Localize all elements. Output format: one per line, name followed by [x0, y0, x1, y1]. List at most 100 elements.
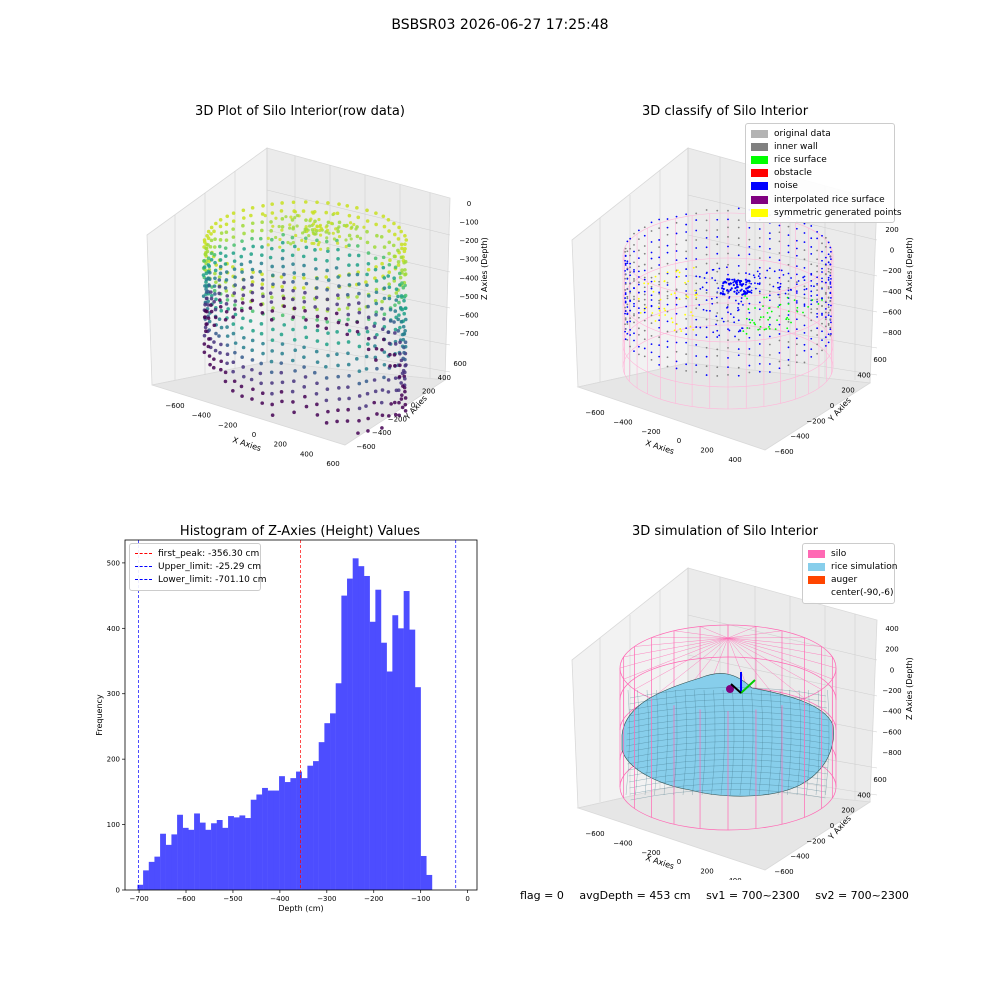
classify-point: [666, 294, 669, 297]
classify-point: [737, 338, 740, 341]
raw-point: [365, 240, 370, 245]
classify-point: [666, 262, 669, 265]
raw-point: [387, 240, 392, 245]
classify-point: [816, 230, 819, 233]
raw-point: [357, 406, 362, 411]
classify-point: [748, 353, 751, 356]
raw-point: [380, 347, 384, 352]
classify-point: [737, 219, 740, 221]
classify-point: [624, 283, 627, 286]
histogram-bar: [398, 628, 404, 890]
classify-point: [821, 277, 823, 280]
classify-point: [685, 283, 688, 286]
simulation-x-tick-label: −600: [585, 830, 604, 838]
classify-point: [821, 339, 823, 342]
classify-point: [716, 218, 719, 221]
classify-point: [768, 325, 770, 328]
classify-point: [768, 277, 771, 280]
raw-point: [206, 316, 211, 321]
classify-legend-entry: symmetric generated points: [751, 206, 902, 219]
raw-point: [260, 282, 265, 286]
histogram-bar: [313, 761, 319, 890]
classify-point: [751, 319, 754, 322]
classify-point: [787, 310, 790, 313]
raw-point: [269, 220, 273, 224]
raw-point: [357, 291, 361, 296]
classify-point: [756, 282, 759, 285]
raw-point: [403, 233, 407, 238]
raw-point: [403, 329, 407, 333]
raw-point: [202, 350, 207, 355]
classify-point: [729, 288, 732, 292]
classify-point: [675, 341, 678, 344]
classify-point: [727, 218, 729, 221]
classify-point: [816, 237, 819, 240]
raw-point: [292, 271, 297, 275]
raw-point: [365, 283, 369, 287]
raw-point: [347, 213, 352, 218]
classify-point: [803, 249, 806, 252]
classify-point: [821, 259, 823, 262]
raw-point: [301, 305, 306, 310]
raw-point: [250, 309, 255, 314]
classify-point: [758, 343, 761, 345]
raw-point: [397, 374, 402, 379]
raw-point: [357, 369, 362, 374]
raw-point: [219, 308, 224, 313]
classify-point: [710, 297, 713, 300]
classify-point: [633, 270, 635, 273]
raw-point: [397, 400, 401, 405]
raw-point: [365, 229, 369, 234]
classify-point: [787, 234, 790, 237]
raw-point: [402, 345, 406, 350]
classify-point: [643, 338, 646, 341]
raw-point: [393, 303, 397, 307]
classify-point: [749, 321, 752, 324]
classify-point: [629, 282, 632, 285]
raw-point: [282, 304, 286, 309]
raw-point: [401, 324, 406, 329]
raw-point: [387, 270, 392, 274]
classify-point: [666, 218, 669, 220]
raw-plot-title: 3D Plot of Silo Interior(row data): [195, 104, 405, 119]
raw-point: [366, 294, 371, 298]
raw-point: [394, 287, 399, 291]
raw-z-tick-label: −100: [459, 219, 478, 227]
raw-point: [388, 364, 392, 368]
classify-point: [803, 222, 806, 225]
raw-point: [380, 261, 384, 266]
raw-point: [347, 302, 351, 307]
raw-point: [205, 309, 209, 314]
raw-point: [374, 346, 379, 351]
classify-point: [787, 289, 790, 292]
raw-point: [315, 324, 320, 328]
classify-point: [658, 355, 661, 358]
classify-point: [768, 247, 771, 250]
classify-point: [633, 350, 635, 353]
raw-point: [233, 350, 237, 355]
classify-point: [705, 355, 708, 358]
classify-point: [624, 273, 627, 276]
raw-point: [335, 419, 339, 424]
classify-point: [705, 318, 708, 321]
raw-point: [279, 390, 284, 394]
raw-point: [404, 238, 409, 242]
classify-point: [711, 302, 714, 305]
classify-point: [816, 294, 819, 296]
raw-point: [204, 329, 208, 334]
raw-point: [310, 241, 314, 245]
classify-point: [695, 282, 698, 285]
raw-point: [403, 340, 408, 345]
raw-point: [304, 236, 308, 241]
classify-point: [824, 293, 827, 295]
classify-point: [663, 307, 666, 310]
classify-point: [824, 236, 827, 239]
raw-point: [307, 224, 312, 228]
raw-point: [206, 236, 211, 241]
raw-point: [397, 313, 401, 317]
classify-point: [624, 312, 626, 315]
raw-point: [373, 344, 377, 348]
classify-point: [796, 306, 799, 309]
raw-point: [240, 355, 244, 360]
raw-point: [399, 381, 403, 385]
